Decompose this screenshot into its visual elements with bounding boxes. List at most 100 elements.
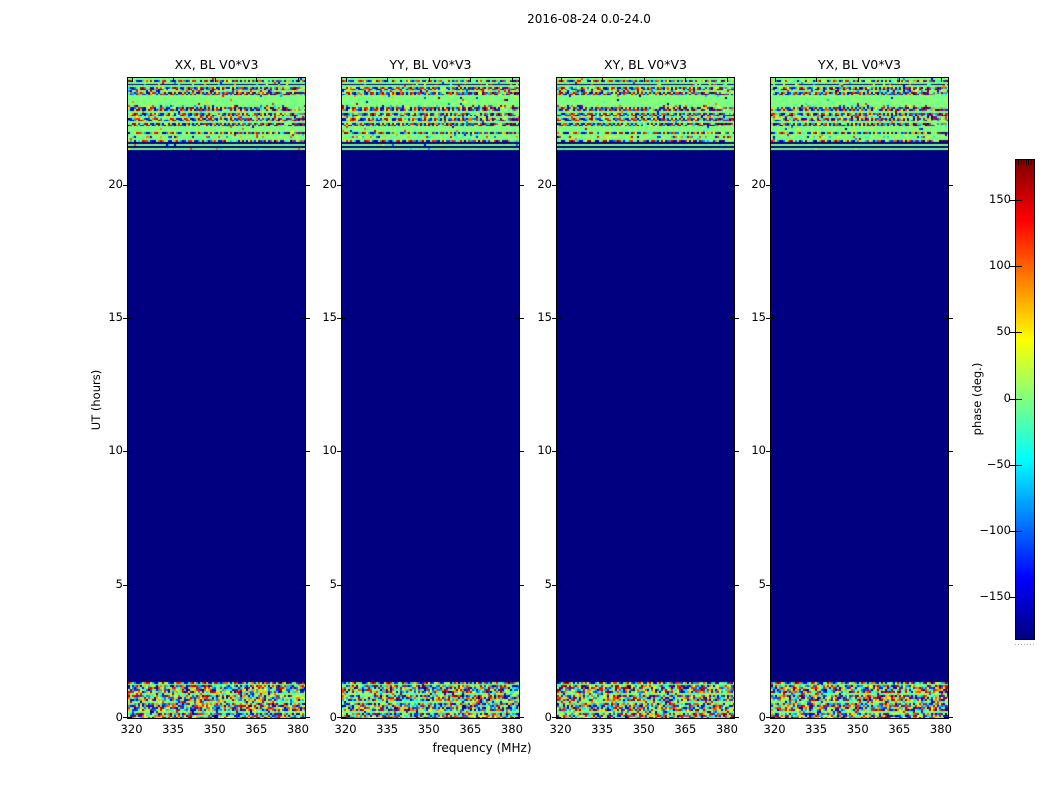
x-tick-label: 365 [459, 722, 482, 736]
y-tick-mark-right [944, 451, 953, 452]
colorbar-end-dot [1024, 644, 1025, 645]
y-tick-mark-right [515, 185, 524, 186]
colorbar-minor-tick [1025, 160, 1027, 165]
x-tick-label: 320 [763, 722, 786, 736]
y-tick-mark-right [944, 585, 953, 586]
heatmap-panel [552, 77, 739, 719]
y-tick-mark-right [515, 451, 524, 452]
y-tick-label: 10 [537, 443, 552, 458]
y-tick-mark-left [552, 585, 561, 586]
x-tick-mark [941, 78, 942, 82]
colorbar-tick-label: 50 [996, 324, 1011, 339]
x-tick-label: 380 [500, 722, 523, 736]
x-tick-label: 335 [162, 722, 185, 736]
y-tick-mark-left [337, 451, 346, 452]
x-tick-label: 320 [120, 722, 143, 736]
x-tick-mark [685, 78, 686, 82]
heatmap-canvas [771, 78, 948, 718]
x-tick-mark [602, 78, 603, 82]
colorbar-tick-mark [1009, 465, 1022, 466]
y-tick-label: 15 [751, 310, 766, 324]
y-tick-mark-left [123, 717, 132, 718]
y-tick-mark-right [301, 318, 310, 319]
colorbar-minor-tick [1023, 160, 1025, 165]
x-tick-mark [727, 78, 728, 82]
x-tick-mark [470, 78, 471, 82]
x-tick-label: 350 [846, 722, 869, 736]
subplot-title: XX, BL V0*V3 [174, 57, 259, 72]
colorbar-end-dot [1018, 644, 1019, 645]
colorbar-minor-tick [1031, 160, 1032, 165]
y-tick-label: 0 [329, 710, 337, 724]
x-tick-mark [298, 78, 299, 82]
y-axis-label: UT (hours) [89, 369, 103, 431]
x-tick-mark [561, 78, 562, 82]
x-tick-label: 380 [715, 722, 738, 736]
colorbar-tick-label: 150 [989, 191, 1011, 206]
y-tick-label: 5 [115, 576, 123, 591]
colorbar-end-dot [1021, 644, 1022, 645]
colorbar-minor-tick [1018, 160, 1019, 165]
x-tick-label: 365 [888, 722, 911, 736]
y-tick-mark-right [730, 318, 739, 319]
colorbar-end-dot [1015, 644, 1016, 645]
x-tick-mark [256, 78, 257, 82]
x-tick-mark [173, 78, 174, 82]
heatmap-panel [123, 77, 310, 719]
y-tick-mark-right [301, 585, 310, 586]
colorbar-end-dot [1033, 644, 1034, 645]
x-tick-mark [858, 78, 859, 82]
y-tick-mark-right [730, 451, 739, 452]
colorbar-end-dot [1030, 644, 1031, 645]
y-tick-mark-left [552, 185, 561, 186]
y-tick-label: 15 [322, 310, 337, 324]
colorbar-tick-mark [1009, 200, 1022, 201]
colorbar-end-dot [1027, 644, 1028, 645]
y-tick-label: 5 [544, 576, 552, 591]
colorbar-tick-label: 0 [1003, 390, 1011, 405]
y-tick-mark-left [552, 717, 561, 718]
x-tick-label: 365 [245, 722, 268, 736]
colorbar-tick-mark [1009, 597, 1022, 598]
y-tick-mark-left [123, 451, 132, 452]
y-tick-label: 0 [544, 710, 552, 724]
y-tick-label: 5 [758, 576, 766, 591]
subplot-title: YY, BL V0*V3 [389, 57, 472, 72]
x-tick-label: 335 [591, 722, 614, 736]
colorbar-minor-tick [1020, 160, 1022, 165]
y-tick-label: 5 [329, 576, 337, 591]
y-tick-mark-right [730, 717, 739, 718]
colorbar-tick-mark [1009, 399, 1022, 400]
y-tick-label: 10 [751, 443, 766, 458]
y-tick-mark-left [766, 451, 775, 452]
y-tick-mark-left [552, 318, 561, 319]
y-tick-mark-left [123, 185, 132, 186]
y-tick-label: 10 [108, 443, 123, 458]
x-axis-label: frequency (MHz) [432, 741, 532, 755]
colorbar-minor-tick [1028, 160, 1030, 165]
x-tick-mark [512, 78, 513, 82]
x-tick-mark [429, 78, 430, 82]
y-tick-mark-left [766, 318, 775, 319]
x-tick-mark [132, 78, 133, 82]
y-tick-mark-left [766, 585, 775, 586]
y-tick-label: 0 [758, 710, 766, 724]
subplot-title: XY, BL V0*V3 [604, 57, 687, 72]
x-tick-label: 350 [203, 722, 226, 736]
x-tick-label: 335 [376, 722, 399, 736]
y-tick-label: 15 [537, 310, 552, 324]
colorbar-tick-label: −150 [979, 589, 1011, 604]
x-tick-label: 320 [549, 722, 572, 736]
y-tick-mark-left [337, 717, 346, 718]
x-tick-label: 380 [929, 722, 952, 736]
y-tick-mark-left [766, 717, 775, 718]
y-tick-mark-right [730, 185, 739, 186]
y-tick-mark-right [944, 717, 953, 718]
colorbar-tick-label: −50 [986, 456, 1011, 471]
y-tick-label: 0 [115, 710, 123, 724]
x-tick-mark [387, 78, 388, 82]
heatmap-panel [766, 77, 953, 719]
x-tick-mark [346, 78, 347, 82]
y-tick-mark-right [301, 717, 310, 718]
